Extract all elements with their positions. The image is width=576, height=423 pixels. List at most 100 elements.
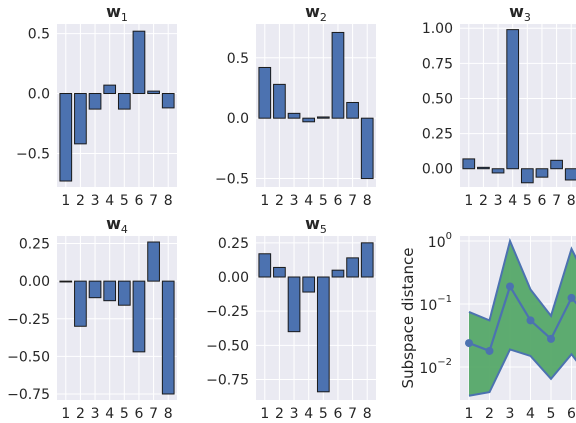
y-tick-label: 10−1 [419,294,452,314]
x-tick-label: 3 [494,193,503,209]
y-tick-label: 0.0 [227,111,249,127]
x-tick-label: 1 [464,193,473,209]
bar-1 [59,280,73,283]
title-subscript: 5 [320,223,327,236]
x-tick-label: 1 [465,406,474,422]
bar-1 [258,66,272,119]
bar-chart-w3: 0.000.250.500.751.001 2 3 4 5 6 7 8w3 [422,2,576,209]
bar-1 [59,93,73,182]
y-tick-label: −0.5 [16,146,50,162]
x-tick-label: 5 [319,406,328,422]
x-tick-label: 3 [91,193,100,209]
bar-7 [346,101,359,119]
panel-title: w3 [509,2,531,24]
bar-7 [346,257,359,278]
x-tick-label: 6 [134,406,143,422]
bar-6 [132,30,146,95]
y-tick-label: −0.50 [206,338,249,354]
x-tick-label: 2 [76,406,85,422]
tick-exponent: −2 [437,357,452,368]
upper-bound-line [468,237,576,322]
panel-title: w1 [106,2,128,24]
y-tick-label: 0.25 [422,127,453,143]
bar-4 [506,29,520,170]
x-tick-label: 1 [260,406,269,422]
x-tick-label: 3 [290,406,299,422]
bar-4 [302,117,316,123]
y-tick-label: 0.25 [218,236,249,252]
mean-point-1 [465,339,473,348]
subspace-distance-chart: 10−210−11001234567Subspace distance [399,231,576,422]
bar-3 [88,93,102,110]
bar-5 [117,93,131,110]
y-tick-label: −0.50 [7,349,50,365]
y-tick-label: −0.5 [215,172,249,188]
bar-5 [316,276,330,393]
bar-3 [88,280,102,299]
x-tick-label: 7 [149,193,158,209]
tick-base: 10 [428,235,446,251]
y-tick-label: 1.00 [422,21,453,37]
bar-6 [331,31,345,119]
x-tick-label: 8 [363,193,372,209]
x-tick-label: 2 [479,193,488,209]
x-tick-label: 6 [537,193,546,209]
bar-3 [287,276,301,333]
mean-point-3 [506,282,514,291]
x-tick-label: 2 [76,193,85,209]
bar-2 [74,280,87,327]
y-tick-label: 0.0 [28,87,50,103]
bar-4 [103,280,117,302]
bar-7 [147,90,160,95]
x-tick-label: 4 [304,406,313,422]
x-tick-label: 4 [304,193,313,209]
bar-6 [132,280,146,353]
x-tick-label: 4 [105,406,114,422]
bar-5 [520,168,534,184]
panel-title: w5 [305,214,327,236]
x-tick-label: 6 [134,193,143,209]
y-tick-label: 100 [428,231,452,251]
tick-exponent: 0 [446,231,452,242]
bar-7 [147,241,160,282]
x-tick-label: 2 [275,406,284,422]
confidence-band [469,240,576,396]
bar-3 [287,112,301,119]
title-main: w [106,2,121,21]
x-tick-label: 8 [363,406,372,422]
x-tick-label: 5 [120,193,129,209]
bar-2 [273,266,286,278]
mean-point-4 [526,316,535,325]
lower-bound-line [468,348,576,397]
panel-title: w4 [106,214,128,236]
y-tick-label: 0.00 [19,274,50,290]
bar-5 [316,116,330,119]
y-axis-label: Subspace distance [399,248,417,389]
bar-3 [491,168,505,174]
bar-chart-w5: −0.75−0.50−0.250.000.251 2 3 4 5 6 7 8w5 [206,214,376,422]
x-tick-label: 7 [552,193,561,209]
bar-6 [535,168,549,178]
x-tick-label: 5 [523,193,532,209]
x-tick-label: 2 [275,193,284,209]
y-tick-label: −0.25 [206,304,249,320]
x-tick-label: 3 [506,406,515,422]
bar-6 [331,269,345,278]
title-main: w [305,2,320,21]
bar-2 [273,83,286,119]
x-tick-label: 1 [260,193,269,209]
bar-chart-w1: −0.50.00.51 2 3 4 5 6 7 8w1 [16,2,177,209]
x-tick-label: 1 [61,406,70,422]
title-main: w [305,214,320,233]
mean-point-6 [567,293,576,302]
x-tick-label: 3 [290,193,299,209]
title-main: w [106,214,121,233]
title-subscript: 2 [320,11,327,24]
y-tick-label: 0.5 [227,51,249,67]
bar-1 [258,253,272,278]
x-tick-label: 5 [547,406,556,422]
title-subscript: 3 [524,11,531,24]
y-tick-label: 0.25 [19,237,50,253]
bar-2 [477,166,490,170]
